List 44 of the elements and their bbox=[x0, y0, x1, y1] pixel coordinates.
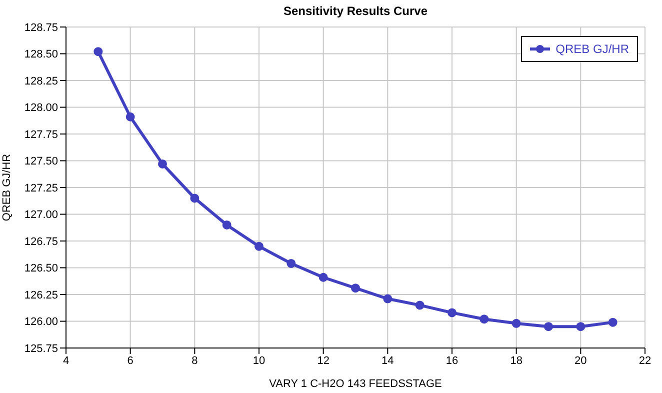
x-axis-title: VARY 1 C-H2O 143 FEEDSSTAGE bbox=[269, 378, 442, 390]
y-tick-label: 127.25 bbox=[24, 182, 58, 194]
point bbox=[415, 300, 424, 310]
x-tick-label: 12 bbox=[317, 354, 330, 367]
point bbox=[222, 220, 232, 230]
x-tick-label: 6 bbox=[127, 354, 134, 367]
point bbox=[448, 308, 456, 318]
point bbox=[94, 47, 103, 56]
y-tick-label: 127.75 bbox=[24, 128, 58, 141]
y-tick-label: 128.25 bbox=[24, 75, 58, 88]
y-tick-label: 125.75 bbox=[24, 342, 58, 355]
point bbox=[512, 318, 521, 328]
y-tick-label: 128.50 bbox=[24, 48, 58, 61]
point bbox=[286, 258, 296, 268]
chart-title: Sensitivity Results Curve bbox=[282, 4, 429, 18]
x-tick-label: 20 bbox=[574, 354, 587, 367]
x-tick-label: 14 bbox=[382, 354, 394, 367]
y-tick-label: 126.00 bbox=[24, 316, 58, 328]
y-tick-label: 128.75 bbox=[24, 22, 58, 34]
point bbox=[254, 242, 264, 251]
point bbox=[318, 272, 328, 282]
x-tick-label: 8 bbox=[192, 354, 198, 367]
point bbox=[158, 159, 167, 168]
y-axis-title: QREB GJ/HR bbox=[0, 154, 13, 222]
point bbox=[480, 314, 489, 324]
x-tick-label: 18 bbox=[510, 354, 522, 367]
point bbox=[126, 112, 135, 122]
point bbox=[383, 294, 392, 304]
x-tick-label: 10 bbox=[252, 354, 266, 367]
y-tick-label: 126.50 bbox=[24, 262, 58, 275]
x-tick-label: 16 bbox=[446, 354, 458, 367]
y-tick-label: 127.50 bbox=[24, 156, 58, 168]
point bbox=[351, 284, 360, 293]
x-tick-label: 4 bbox=[62, 354, 70, 367]
point bbox=[576, 322, 586, 332]
point bbox=[608, 318, 618, 327]
y-tick-label: 126.25 bbox=[24, 289, 58, 302]
point bbox=[544, 322, 553, 332]
legend-label: QREB GJ/HR bbox=[556, 42, 629, 56]
point bbox=[190, 194, 200, 203]
y-tick-label: 126.75 bbox=[24, 236, 58, 248]
x-tick-label: 22 bbox=[638, 354, 652, 367]
y-tick-label: 128.00 bbox=[24, 102, 58, 114]
y-tick-label: 127.00 bbox=[24, 209, 58, 222]
